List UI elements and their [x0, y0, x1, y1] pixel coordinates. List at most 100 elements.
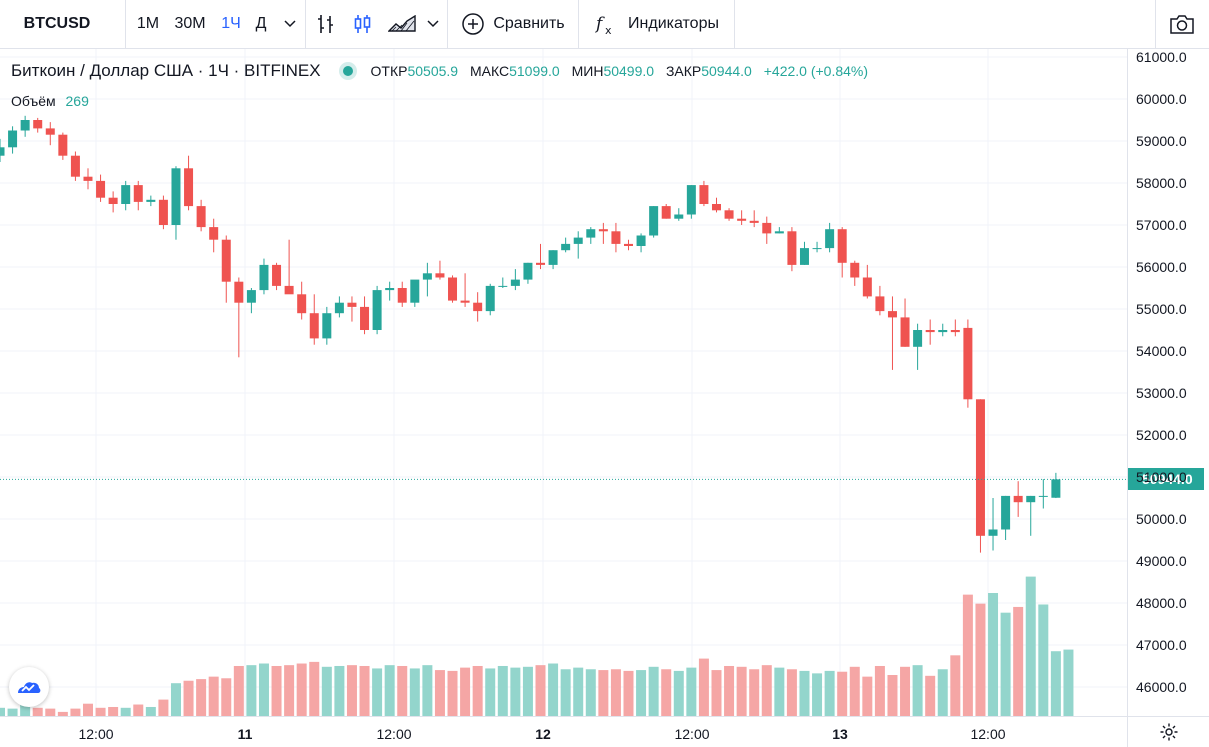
candle-body	[510, 279, 520, 286]
separator	[447, 0, 448, 48]
candle-body	[209, 227, 219, 240]
volume-bar	[359, 665, 370, 716]
volume-bar	[925, 675, 936, 716]
settings-button[interactable]	[1127, 716, 1209, 747]
candle-body	[787, 231, 797, 265]
time-axis-label: 12	[535, 726, 551, 742]
svg-text:x: x	[605, 24, 612, 36]
interval-1h-button[interactable]: 1Ч	[214, 0, 248, 48]
volume-bar	[246, 665, 257, 716]
candle-body	[460, 300, 470, 303]
candle-body	[950, 330, 960, 333]
price-axis-label: 49000.0	[1136, 553, 1187, 569]
candle-body	[259, 264, 269, 291]
plus-circle-icon	[462, 13, 485, 35]
legend-main: Биткоин / Доллар США · 1Ч · BITFINEX ОТК…	[11, 61, 876, 81]
volume-bar	[271, 665, 282, 716]
candle-body	[963, 327, 973, 400]
volume-bar	[610, 669, 621, 716]
interval-30m-button[interactable]: 30М	[168, 0, 212, 48]
chart-pane[interactable]	[0, 49, 1127, 716]
candle-body	[334, 302, 344, 314]
candle-body	[284, 285, 294, 295]
interval-1m-label: 1М	[136, 15, 160, 32]
price-axis-label: 46000.0	[1136, 679, 1187, 695]
volume-bar	[45, 708, 56, 716]
volume-bar	[975, 603, 986, 716]
separator	[578, 0, 579, 48]
candle-body	[1013, 495, 1023, 503]
candle-body	[561, 243, 571, 251]
candle-body	[498, 285, 508, 287]
volume-bar	[661, 669, 672, 716]
price-axis[interactable]: 50944.0 61000.0 60000.0 59000.0 58000.0 5700…	[1127, 49, 1209, 716]
volume-bar	[522, 666, 533, 716]
interval-d-button[interactable]: Д	[248, 0, 274, 48]
volume-bar	[824, 670, 835, 716]
volume-bar	[0, 707, 5, 716]
candle-body	[1001, 495, 1011, 530]
candle-body	[435, 273, 445, 278]
interval-1m-button[interactable]: 1М	[130, 0, 166, 48]
volume-bar	[258, 663, 269, 716]
low-key: МИН	[571, 63, 604, 79]
volume-bar	[208, 676, 219, 716]
candle-body	[837, 229, 847, 263]
volume-bar	[937, 669, 948, 716]
time-axis-label: 12:00	[970, 726, 1006, 742]
indicators-button[interactable]: f x Индикаторы	[579, 0, 734, 48]
candle-body	[0, 147, 5, 156]
candle-body	[674, 214, 684, 219]
volume-bar	[32, 707, 43, 716]
interval-30m-label: 30М	[174, 15, 206, 32]
candle-body	[360, 306, 370, 330]
interval-dropdown-button[interactable]	[276, 0, 304, 48]
candle-body	[762, 222, 772, 234]
volume-bar	[57, 711, 68, 716]
separator	[1155, 0, 1156, 48]
candle-body	[975, 399, 985, 536]
volume-bar	[573, 667, 584, 716]
candle-body	[724, 210, 734, 219]
tradingview-logo-button[interactable]	[9, 667, 49, 707]
candle-body	[862, 277, 872, 297]
candle-body	[108, 197, 118, 204]
candle-style-button[interactable]	[346, 0, 380, 48]
candle-body	[33, 120, 43, 129]
candle-body	[184, 168, 194, 207]
volume-bar	[221, 678, 232, 716]
candle-style-icon	[354, 15, 371, 33]
candle-body	[171, 168, 181, 225]
candle-body	[133, 185, 143, 202]
separator	[125, 0, 126, 48]
bar-style-button[interactable]	[310, 0, 342, 48]
candle-body	[221, 239, 231, 282]
candle-body	[272, 264, 282, 286]
candle-body	[749, 220, 759, 223]
price-axis-label: 60000.0	[1136, 91, 1187, 107]
volume-bar	[1050, 651, 1061, 716]
screenshot-button[interactable]	[1155, 0, 1209, 48]
time-axis-label: 12:00	[376, 726, 412, 742]
volume-bar	[900, 666, 911, 716]
candle-body	[925, 330, 935, 333]
candle-body	[649, 206, 659, 236]
symbol-search-button[interactable]: BTCUSD	[0, 0, 124, 48]
interval-1h-label: 1Ч	[221, 15, 241, 32]
price-axis-label: 59000.0	[1136, 133, 1187, 149]
price-axis-label: 57000.0	[1136, 217, 1187, 233]
volume-bar	[849, 666, 860, 716]
compare-button[interactable]: Сравнить	[448, 0, 578, 48]
candle-body	[812, 248, 822, 250]
volume-bar	[384, 665, 395, 716]
volume-bar	[724, 665, 735, 716]
candle-body	[536, 262, 546, 265]
volume-bar	[673, 670, 684, 716]
volume-bar	[447, 670, 458, 716]
change-value: +422.0 (+0.84%)	[763, 63, 869, 79]
price-chart[interactable]	[0, 49, 1127, 716]
candle-body	[8, 130, 18, 148]
chart-style-dropdown-button[interactable]	[420, 0, 446, 48]
area-style-button[interactable]	[384, 0, 420, 48]
time-axis[interactable]: 12:00 11 12:00 12 12:00 13 12:00	[0, 716, 1127, 747]
